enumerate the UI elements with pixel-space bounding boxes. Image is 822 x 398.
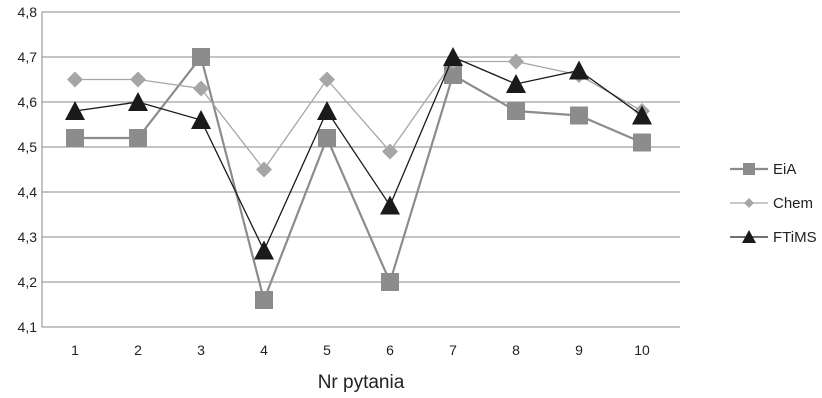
- data-point-chem: [256, 161, 272, 178]
- data-point-chem: [67, 71, 83, 88]
- x-axis-ticks: 1 2 3 4 5 6 7 8 9 10: [71, 342, 650, 358]
- legend-marker-eia: [743, 163, 755, 175]
- data-point-ftims: [506, 74, 526, 93]
- legend-marker-chem: [744, 198, 754, 208]
- data-point-ftims: [632, 105, 652, 125]
- y-tick-label: 4,8: [18, 4, 38, 20]
- gridlines: [41, 11, 680, 328]
- legend-marker-ftims: [742, 230, 756, 243]
- series-layer: [65, 47, 652, 309]
- data-point-eia: [192, 48, 210, 66]
- legend-item-eia: EiA: [730, 161, 796, 178]
- legend-label-ftims: FTiMS: [773, 229, 817, 246]
- data-point-eia: [444, 66, 462, 84]
- x-tick-label: 7: [449, 342, 457, 358]
- y-tick-label: 4,7: [18, 49, 38, 65]
- x-tick-label: 1: [71, 342, 79, 358]
- data-point-ftims: [191, 110, 211, 129]
- x-tick-label: 8: [512, 342, 520, 358]
- legend-item-ftims: FTiMS: [730, 229, 817, 246]
- legend-label-chem: Chem: [773, 195, 813, 212]
- data-point-eia: [381, 273, 399, 291]
- data-point-eia: [255, 291, 273, 309]
- legend-label-eia: EiA: [773, 161, 796, 178]
- data-point-chem: [193, 80, 209, 97]
- data-point-ftims: [65, 101, 85, 120]
- y-tick-label: 4,6: [18, 94, 38, 110]
- data-point-chem: [508, 53, 524, 70]
- series-line-ftims: [74, 56, 643, 253]
- y-tick-label: 4,4: [18, 184, 38, 200]
- data-point-ftims: [128, 92, 148, 111]
- y-tick-label: 4,1: [18, 319, 38, 335]
- data-point-eia: [633, 133, 651, 152]
- x-tick-label: 5: [323, 342, 331, 358]
- data-point-eia: [129, 129, 147, 147]
- series-ftims: [65, 47, 652, 260]
- data-point-chem: [319, 71, 335, 88]
- x-tick-label: 3: [197, 342, 205, 358]
- data-point-eia: [570, 106, 588, 125]
- y-tick-label: 4,3: [18, 229, 38, 245]
- data-point-ftims: [569, 60, 589, 80]
- data-point-chem: [382, 143, 398, 160]
- legend: EiA Chem FTiMS: [730, 161, 817, 246]
- x-axis-title: Nr pytania: [318, 372, 405, 393]
- series-line-eia: [75, 54, 643, 304]
- data-point-ftims: [254, 240, 274, 260]
- x-tick-label: 2: [134, 342, 142, 358]
- y-axis-ticks: 4,1 4,2 4,3 4,4 4,5 4,6 4,7 4,8: [18, 4, 38, 335]
- data-point-ftims: [443, 47, 463, 66]
- data-point-ftims: [380, 195, 400, 215]
- legend-item-chem: Chem: [730, 195, 813, 212]
- series-eia: [66, 48, 651, 309]
- y-tick-label: 4,5: [18, 139, 38, 155]
- data-point-eia: [66, 129, 84, 147]
- series-line-chem: [75, 60, 643, 171]
- x-tick-label: 10: [634, 342, 650, 358]
- x-tick-label: 9: [575, 342, 583, 358]
- x-tick-label: 4: [260, 342, 268, 358]
- data-point-ftims: [317, 101, 337, 120]
- data-point-eia: [507, 102, 525, 120]
- data-point-chem: [130, 71, 146, 88]
- y-tick-label: 4,2: [18, 274, 38, 290]
- x-tick-label: 6: [386, 342, 394, 358]
- data-point-eia: [318, 129, 336, 147]
